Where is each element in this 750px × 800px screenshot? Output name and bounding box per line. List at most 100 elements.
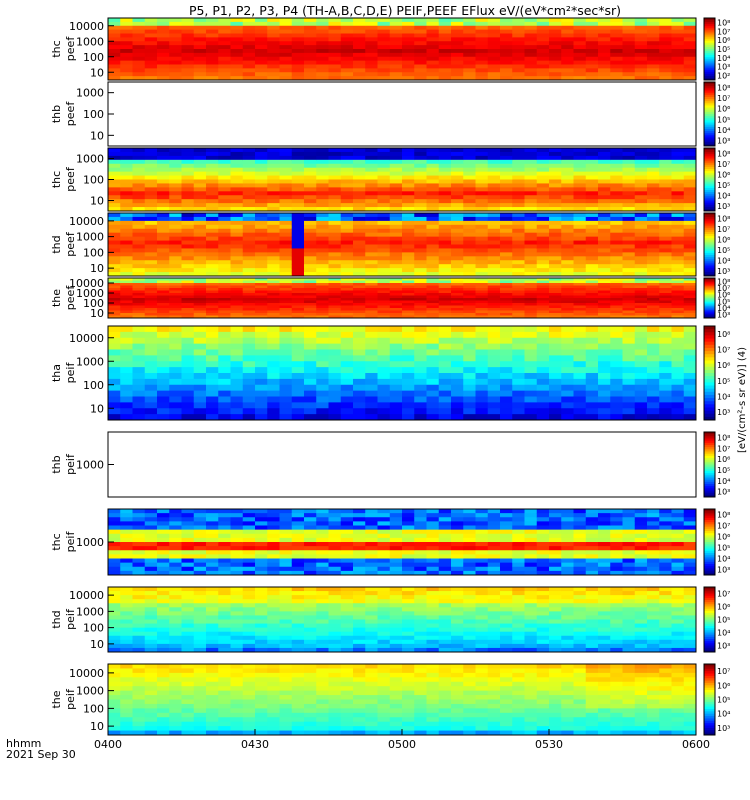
heatmap-cell <box>463 76 476 81</box>
colorbar-step <box>704 267 715 271</box>
heatmap-cell <box>144 570 158 576</box>
heatmap-cell <box>647 68 660 73</box>
heatmap-cell <box>181 326 195 333</box>
heatmap-cell <box>291 60 305 65</box>
heatmap-cell <box>524 163 538 169</box>
heatmap-cell <box>598 41 611 46</box>
heatmap-cell <box>316 25 329 31</box>
colorbar-step <box>704 438 715 442</box>
heatmap-cell <box>120 396 133 403</box>
heatmap-cell <box>402 244 415 249</box>
heatmap-cell <box>120 220 133 226</box>
heatmap-cell <box>304 159 317 165</box>
heatmap-cell <box>451 349 464 356</box>
heatmap-cell <box>316 390 329 397</box>
heatmap-cell <box>659 509 672 514</box>
heatmap-cell <box>426 331 440 339</box>
heatmap-cell <box>598 240 611 245</box>
heatmap-cell <box>426 285 440 289</box>
heatmap-cell <box>414 570 427 576</box>
heatmap-cell <box>585 550 599 555</box>
colorbar-step <box>704 22 715 25</box>
colorbar-step <box>704 550 715 554</box>
heatmap-cell <box>353 537 366 543</box>
heatmap-cell <box>634 256 648 261</box>
heatmap-cell <box>512 355 525 362</box>
heatmap-cell <box>463 216 476 222</box>
heatmap-cell <box>193 25 207 31</box>
heatmap-cell <box>598 558 611 564</box>
heatmap-cell <box>500 343 513 350</box>
heatmap-cell <box>144 64 158 69</box>
colorbar-step <box>704 44 715 48</box>
heatmap-cell <box>549 52 562 58</box>
heatmap-cell <box>267 155 280 161</box>
heatmap-cell <box>598 290 611 294</box>
heatmap-cell <box>377 175 391 180</box>
heatmap-cell <box>549 525 562 531</box>
heatmap-cell <box>340 68 354 73</box>
heatmap-cell <box>598 542 611 547</box>
heatmap-cell <box>671 533 685 539</box>
heatmap-cell <box>524 315 538 319</box>
heatmap-cell <box>242 384 256 392</box>
heatmap-cell <box>549 159 562 165</box>
heatmap-cell <box>230 29 244 34</box>
heatmap-cell <box>181 45 195 50</box>
heatmap-cell <box>389 414 403 421</box>
heatmap-cell <box>622 288 636 291</box>
heatmap-cell <box>414 303 427 306</box>
heatmap-cell <box>659 41 672 46</box>
heatmap-cell <box>463 175 476 180</box>
heatmap-cell <box>671 148 685 153</box>
colorbar-step <box>704 229 715 233</box>
heatmap-cell <box>206 52 219 58</box>
heatmap-cell <box>242 72 256 77</box>
heatmap-cell <box>414 408 427 415</box>
heatmap-cell <box>365 159 378 165</box>
heatmap-cell <box>500 280 513 284</box>
heatmap-cell <box>377 298 391 301</box>
heatmap-cell <box>206 207 219 212</box>
heatmap-cell <box>365 37 378 42</box>
heatmap-cell <box>328 18 342 23</box>
heatmap-cell <box>598 562 611 568</box>
heatmap-cell <box>659 408 672 415</box>
heatmap-cell <box>120 76 133 81</box>
heatmap-cell <box>402 355 415 362</box>
heatmap-cell <box>622 72 636 77</box>
heatmap-cell <box>512 570 525 576</box>
heatmap-cell <box>549 56 562 62</box>
heatmap-cell <box>598 554 611 559</box>
heatmap-cell <box>218 529 231 535</box>
heatmap-cell <box>622 68 636 73</box>
heatmap-cell <box>683 268 697 273</box>
heatmap-cell <box>500 396 513 403</box>
heatmap-cell <box>414 521 427 526</box>
heatmap-cell <box>316 533 329 539</box>
heatmap-cell <box>622 220 636 226</box>
heatmap-cell <box>291 256 305 261</box>
heatmap-cell <box>389 155 403 161</box>
heatmap-cell <box>598 216 611 222</box>
heatmap-cell <box>132 554 146 559</box>
heatmap-cell <box>120 521 133 526</box>
heatmap-cell <box>206 290 219 294</box>
heatmap-cell <box>561 337 574 345</box>
heatmap-cell <box>242 203 256 208</box>
heatmap-cell <box>451 295 464 299</box>
heatmap-cell <box>304 513 317 518</box>
heatmap-cell <box>500 232 513 238</box>
heatmap-cell <box>230 175 244 180</box>
heatmap-cell <box>500 191 513 196</box>
heatmap-cell <box>132 37 146 42</box>
colorbar-step <box>704 28 715 31</box>
heatmap-cell <box>193 159 207 165</box>
heatmap-cell <box>291 29 305 34</box>
colorbar-step <box>704 307 715 310</box>
heatmap-cell <box>279 509 293 514</box>
heatmap-cell <box>524 293 538 296</box>
heatmap-cell <box>193 155 207 161</box>
heatmap-cell <box>279 175 293 180</box>
heatmap-cell <box>132 232 146 238</box>
